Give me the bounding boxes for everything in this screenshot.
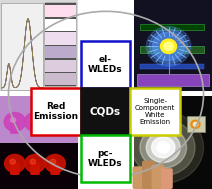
Circle shape (45, 112, 66, 131)
FancyBboxPatch shape (132, 166, 145, 189)
FancyBboxPatch shape (10, 122, 20, 134)
FancyBboxPatch shape (81, 135, 130, 182)
Circle shape (123, 112, 204, 183)
FancyBboxPatch shape (45, 60, 76, 72)
Circle shape (11, 118, 16, 122)
Circle shape (157, 142, 170, 153)
FancyBboxPatch shape (140, 24, 204, 30)
Text: CQDs: CQDs (90, 107, 121, 116)
Circle shape (31, 118, 36, 122)
FancyBboxPatch shape (45, 46, 76, 58)
Circle shape (50, 159, 56, 164)
Circle shape (140, 127, 187, 168)
FancyBboxPatch shape (134, 96, 212, 189)
Text: el-
WLEDs: el- WLEDs (88, 55, 123, 74)
FancyBboxPatch shape (81, 41, 130, 88)
Circle shape (51, 118, 56, 122)
FancyBboxPatch shape (45, 73, 76, 85)
FancyBboxPatch shape (161, 168, 173, 189)
Circle shape (146, 26, 191, 66)
FancyBboxPatch shape (140, 64, 204, 69)
FancyBboxPatch shape (31, 88, 81, 135)
FancyBboxPatch shape (45, 5, 76, 17)
Circle shape (10, 159, 15, 164)
Text: Red
Emission: Red Emission (33, 102, 78, 121)
Circle shape (5, 154, 25, 173)
Circle shape (4, 112, 25, 131)
Circle shape (25, 154, 45, 173)
FancyBboxPatch shape (30, 163, 40, 175)
FancyBboxPatch shape (30, 122, 40, 134)
FancyBboxPatch shape (81, 88, 130, 135)
Circle shape (30, 159, 36, 164)
Circle shape (146, 132, 180, 163)
FancyBboxPatch shape (45, 3, 76, 86)
FancyBboxPatch shape (50, 122, 60, 134)
FancyBboxPatch shape (187, 116, 205, 132)
Circle shape (152, 137, 175, 158)
Circle shape (131, 119, 195, 176)
Circle shape (193, 122, 198, 126)
Circle shape (191, 120, 200, 129)
FancyBboxPatch shape (45, 32, 76, 45)
Circle shape (24, 112, 46, 131)
FancyBboxPatch shape (130, 88, 180, 135)
FancyBboxPatch shape (0, 0, 78, 91)
Circle shape (164, 42, 173, 50)
FancyBboxPatch shape (10, 163, 20, 175)
Circle shape (160, 39, 177, 53)
Circle shape (45, 154, 65, 173)
FancyBboxPatch shape (140, 46, 204, 53)
FancyBboxPatch shape (142, 161, 155, 189)
FancyBboxPatch shape (0, 143, 78, 189)
Circle shape (153, 32, 184, 60)
FancyBboxPatch shape (0, 96, 78, 143)
Text: pc-
WLEDs: pc- WLEDs (88, 149, 123, 168)
FancyBboxPatch shape (134, 0, 212, 91)
FancyBboxPatch shape (137, 74, 209, 86)
Text: Single-
Component
White
Emission: Single- Component White Emission (135, 98, 176, 125)
FancyBboxPatch shape (45, 19, 76, 31)
FancyBboxPatch shape (152, 164, 164, 189)
Circle shape (149, 29, 188, 63)
FancyBboxPatch shape (1, 3, 43, 90)
FancyBboxPatch shape (50, 163, 60, 175)
